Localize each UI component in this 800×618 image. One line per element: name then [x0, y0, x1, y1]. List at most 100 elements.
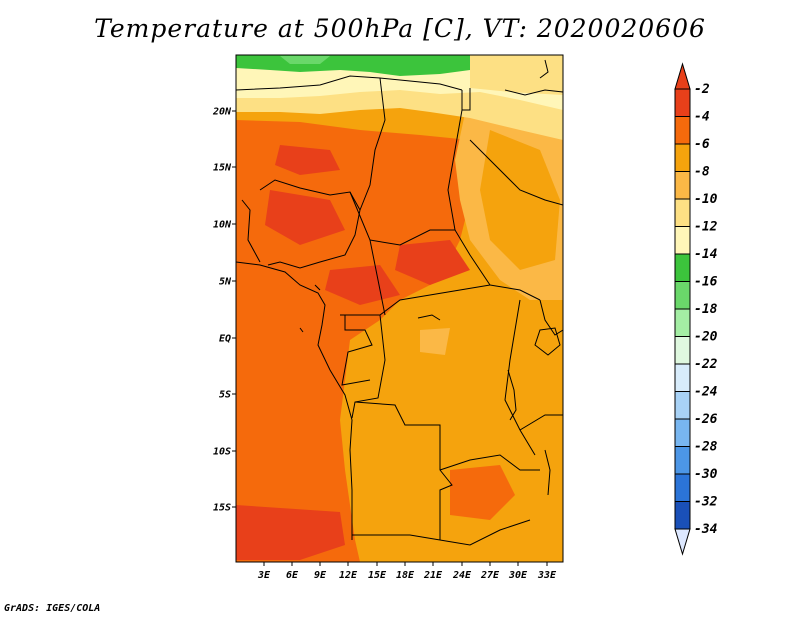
- field-patch-deepred-1: [275, 145, 340, 175]
- colorbar-label: -4: [694, 110, 710, 125]
- colorbar-label: -16: [694, 275, 718, 290]
- lon-label-9e: 9E: [314, 570, 327, 581]
- map-title: Temperature at 500hPa [C], VT: 202002060…: [94, 14, 706, 43]
- border-zambia: [439, 454, 540, 471]
- lat-tick-20n: 20N: [212, 107, 236, 118]
- lake-malawi: [544, 449, 551, 496]
- colorbar-segment: [674, 308, 691, 337]
- border-cameroon: [349, 191, 386, 316]
- lon-label-3e: 3E: [257, 570, 271, 581]
- border-botswana: [439, 519, 531, 546]
- lon-tick-21e: 21E: [423, 562, 443, 581]
- colorbar-lower-arrow: [674, 528, 691, 556]
- field-band-lightgreen-north: [280, 56, 330, 64]
- lat-tick-10n: 10N: [213, 220, 236, 231]
- border-sudan-south: [489, 284, 541, 301]
- field-patch-lightorange-south: [420, 328, 450, 355]
- field-patch-deepred-2: [265, 190, 345, 245]
- lat-label-15n: 15N: [213, 163, 232, 174]
- lon-tick-33e: 33E: [537, 562, 557, 581]
- colorbar-label: -26: [694, 412, 718, 427]
- map-frame: [235, 54, 564, 563]
- lon-label-12e: 12E: [339, 570, 358, 581]
- field-band-orange-east: [480, 130, 560, 270]
- colorbar-segment: [674, 418, 691, 447]
- lat-label-15s: 15S: [213, 503, 231, 514]
- colorbar-label: -14: [694, 247, 718, 262]
- lake-victoria: [534, 327, 561, 356]
- border-drc-east: [504, 299, 536, 456]
- lon-label-15e: 15E: [368, 570, 387, 581]
- lat-label-5s: 5S: [219, 390, 231, 401]
- colorbar-label: -12: [694, 220, 718, 235]
- lon-label-21e: 21E: [423, 570, 443, 581]
- lon-tick-27e: 27E: [480, 562, 500, 581]
- colorbar-segment: [674, 363, 691, 392]
- field-patch-deepred-4: [395, 240, 470, 285]
- colorbar-segment: [674, 226, 691, 255]
- lon-tick-12e: 12E: [339, 562, 358, 581]
- colorbar-segment: [674, 391, 691, 420]
- lat-tick-15n: 15N: [213, 163, 236, 174]
- lake-tanganyika: [507, 369, 517, 421]
- border-north-east: [504, 89, 563, 96]
- border-north-1: [236, 75, 463, 91]
- lon-tick-3e: 3E: [257, 562, 271, 581]
- colorbar-label: -32: [694, 495, 718, 510]
- lon-tick-6e: 6E: [286, 562, 299, 581]
- colorbar-segment: [674, 88, 691, 117]
- colorbar-segment: [674, 116, 691, 145]
- lon-tick-18e: 18E: [396, 562, 415, 581]
- field-patch-deepred-5: [236, 505, 345, 560]
- border-tanzania: [519, 414, 563, 431]
- colorbar-label: -22: [694, 357, 718, 372]
- grads-credit: GrADS: IGES/COLA: [4, 603, 101, 614]
- colorbar-segment: [674, 143, 691, 172]
- border-namibia: [352, 534, 441, 541]
- colorbar-segment: [674, 446, 691, 475]
- lat-label-5n: 5N: [219, 277, 232, 288]
- border-ethiopia: [469, 139, 563, 206]
- border-car: [369, 229, 455, 246]
- border-chad-sudan: [447, 109, 491, 286]
- border-angola: [354, 401, 453, 540]
- lon-label-24e: 24E: [452, 570, 472, 581]
- colorbar-segment: [674, 198, 691, 227]
- lat-label-10n: 10N: [213, 220, 232, 231]
- lat-tick-eq: EQ: [219, 334, 236, 345]
- islands-gulf: [299, 284, 441, 333]
- colorbar-label: -30: [694, 467, 718, 482]
- lon-tick-24e: 24E: [452, 562, 472, 581]
- lat-tick-5n: 5N: [219, 277, 236, 288]
- lat-label-eq: EQ: [219, 334, 231, 345]
- lon-tick-9e: 9E: [314, 562, 327, 581]
- border-east-1: [539, 299, 563, 336]
- colorbar: -2 -4 -6 -8 -10 -12 -14 -16 -18 -20 -22 -24 -26 -28 -3…: [674, 62, 718, 556]
- lat-tick-15s: 15S: [213, 503, 236, 514]
- lon-label-6e: 6E: [286, 570, 299, 581]
- border-congo-1: [340, 284, 491, 316]
- border-west-small: [241, 199, 261, 263]
- border-congo-2: [341, 315, 373, 386]
- lat-label-10s: 10S: [213, 447, 231, 458]
- lat-tick-5s: 5S: [219, 390, 236, 401]
- lon-tick-15e: 15E: [368, 562, 387, 581]
- lon-label-33e: 33E: [537, 570, 557, 581]
- border-libya-sudan: [461, 88, 471, 111]
- colorbar-label: -8: [694, 165, 710, 180]
- colorbar-segment: [674, 281, 691, 310]
- lat-label-20n: 20N: [212, 107, 232, 118]
- colorbar-segment: [674, 336, 691, 365]
- colorbar-label: -6: [694, 137, 710, 152]
- colorbar-label: -10: [694, 192, 718, 207]
- coast-east: [539, 59, 549, 79]
- lon-label-30e: 30E: [508, 570, 528, 581]
- colorbar-upper-arrow: [674, 62, 691, 90]
- field-patch-red-south: [450, 465, 515, 520]
- lon-tick-30e: 30E: [508, 562, 528, 581]
- border-north-2: [359, 77, 386, 211]
- colorbar-label: -20: [694, 330, 718, 345]
- colorbar-segment: [674, 171, 691, 200]
- lon-label-18e: 18E: [396, 570, 415, 581]
